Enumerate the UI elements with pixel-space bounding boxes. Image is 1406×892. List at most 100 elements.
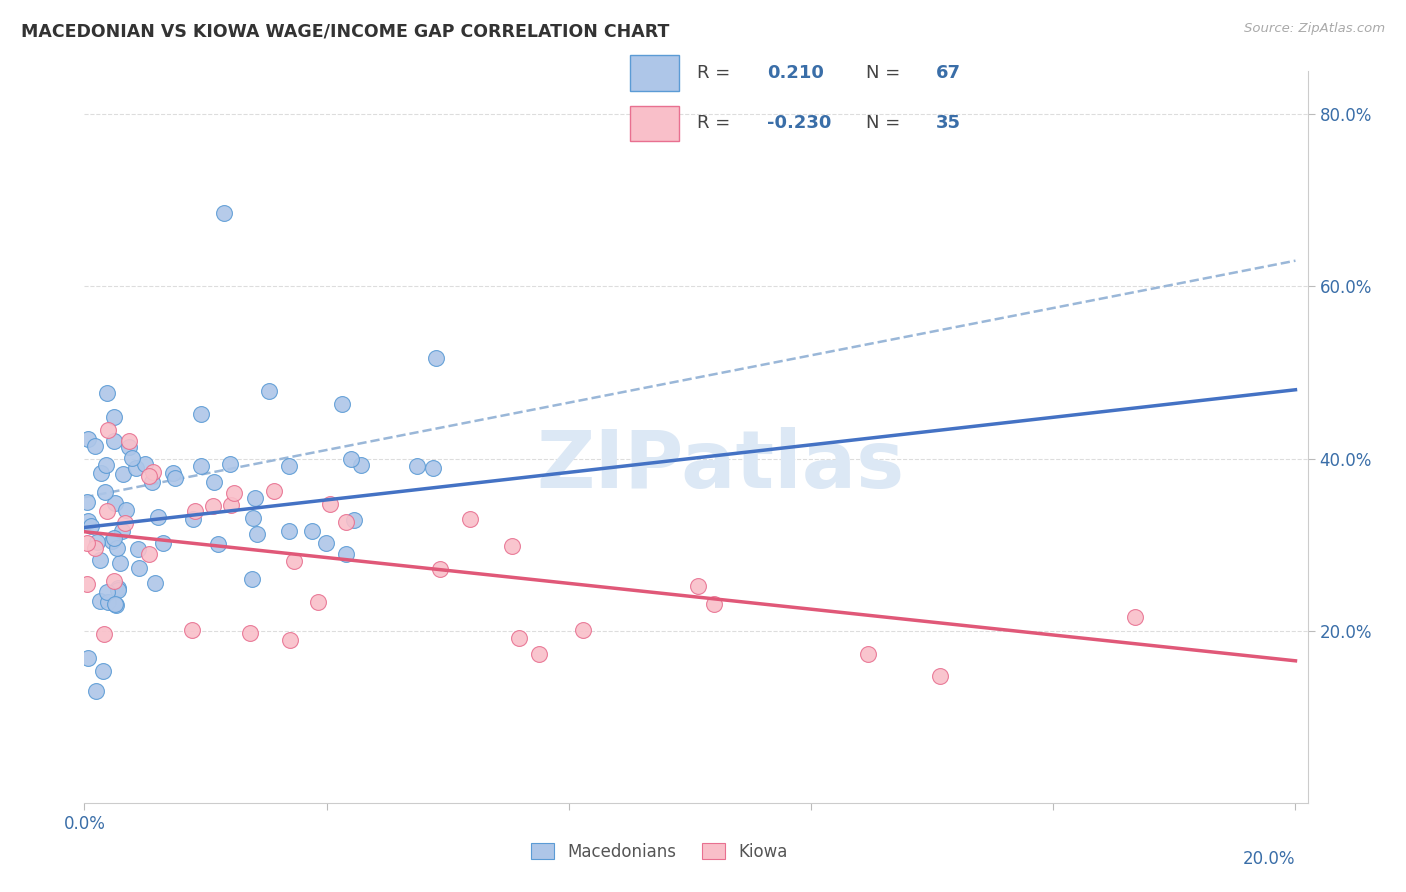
Text: ZIPatlas: ZIPatlas <box>536 427 904 506</box>
Point <box>143 575 166 590</box>
Point <box>89 594 111 608</box>
Point <box>86 534 108 549</box>
Point <box>527 647 550 661</box>
Point <box>207 537 229 551</box>
Point <box>572 624 595 638</box>
Point <box>134 457 156 471</box>
Point <box>91 665 114 679</box>
Point <box>501 539 523 553</box>
Point <box>77 514 100 528</box>
Point <box>202 500 225 514</box>
Point <box>103 574 125 588</box>
Point <box>246 527 269 541</box>
Text: R =: R = <box>697 114 737 132</box>
Point <box>97 423 120 437</box>
Point <box>240 573 263 587</box>
Point <box>84 439 107 453</box>
Point <box>425 351 447 366</box>
Point <box>703 597 725 611</box>
Point <box>103 531 125 545</box>
Point <box>104 597 127 611</box>
Legend: Macedonians, Kiowa: Macedonians, Kiowa <box>524 837 794 868</box>
Point <box>84 684 107 698</box>
Text: MACEDONIAN VS KIOWA WAGE/INCOME GAP CORRELATION CHART: MACEDONIAN VS KIOWA WAGE/INCOME GAP CORR… <box>21 22 669 40</box>
Point <box>278 632 301 647</box>
Point <box>508 631 530 645</box>
Point <box>128 561 150 575</box>
Point <box>80 518 103 533</box>
Point <box>96 385 118 400</box>
Point <box>76 495 98 509</box>
Point <box>340 452 363 467</box>
Point <box>110 556 132 570</box>
Point <box>83 541 105 556</box>
Point <box>76 577 98 591</box>
Point <box>162 466 184 480</box>
Point <box>224 486 246 500</box>
Point <box>429 562 451 576</box>
Point <box>96 585 118 599</box>
Point <box>111 467 134 481</box>
Point <box>118 434 141 448</box>
Point <box>118 440 141 454</box>
Text: R =: R = <box>697 64 737 82</box>
Point <box>1123 610 1146 624</box>
Point <box>142 465 165 479</box>
Point <box>181 512 204 526</box>
Point <box>202 475 225 490</box>
Point <box>152 536 174 550</box>
Text: 35: 35 <box>935 114 960 132</box>
Point <box>183 504 205 518</box>
FancyBboxPatch shape <box>630 105 679 141</box>
Point <box>219 498 242 512</box>
Point <box>96 458 118 472</box>
Point <box>405 458 427 473</box>
Point <box>319 497 342 511</box>
Point <box>94 485 117 500</box>
Point <box>283 554 305 568</box>
Point <box>180 624 202 638</box>
Point <box>125 461 148 475</box>
Point <box>103 434 125 449</box>
Point <box>190 407 212 421</box>
Point <box>350 458 373 472</box>
Point <box>307 595 329 609</box>
Point <box>163 471 186 485</box>
Point <box>190 458 212 473</box>
Point <box>104 495 127 509</box>
Point <box>96 504 118 518</box>
Point <box>93 627 115 641</box>
Point <box>335 516 357 530</box>
Point <box>107 581 129 595</box>
Point <box>107 582 129 597</box>
Point <box>97 595 120 609</box>
Point <box>257 384 280 399</box>
Point <box>146 510 169 524</box>
Point <box>127 541 149 556</box>
Text: 0.210: 0.210 <box>766 64 824 82</box>
Point <box>278 458 301 473</box>
Point <box>239 626 262 640</box>
Point <box>245 491 267 506</box>
Point <box>138 469 160 483</box>
Point <box>104 598 127 612</box>
Point <box>343 513 366 527</box>
Point <box>103 409 125 424</box>
Point <box>77 433 100 447</box>
Point <box>101 534 124 549</box>
Text: Source: ZipAtlas.com: Source: ZipAtlas.com <box>1244 22 1385 36</box>
Text: -0.230: -0.230 <box>766 114 831 132</box>
Text: N =: N = <box>866 114 905 132</box>
Point <box>315 536 337 550</box>
Point <box>688 579 710 593</box>
Point <box>76 536 98 550</box>
Point <box>263 483 285 498</box>
Point <box>330 397 353 411</box>
FancyBboxPatch shape <box>630 55 679 91</box>
Text: 67: 67 <box>935 64 960 82</box>
Point <box>929 668 952 682</box>
Point <box>301 524 323 538</box>
Point <box>114 503 136 517</box>
Text: N =: N = <box>866 64 905 82</box>
Point <box>856 647 879 661</box>
